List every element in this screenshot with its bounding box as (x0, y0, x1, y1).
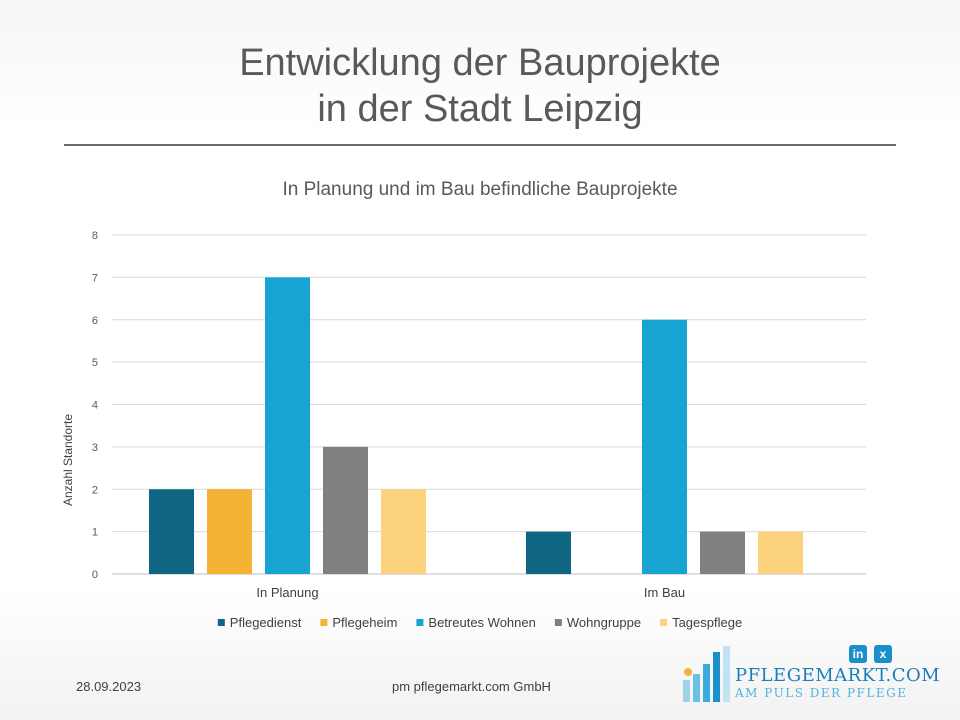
bars (149, 277, 803, 574)
legend-label: Tagespflege (672, 615, 742, 630)
y-tick-label: 0 (92, 569, 98, 581)
legend-item: Wohngruppe (554, 615, 641, 630)
logo-tagline: AM PULS DER PFLEGE (735, 686, 908, 700)
y-tick-label: 5 (92, 357, 98, 369)
slide-title: Entwicklung der Bauprojekte in der Stadt… (0, 40, 960, 132)
xing-icon[interactable]: x (874, 645, 892, 663)
y-tick-label: 4 (92, 400, 98, 412)
bar-pflegedienst (526, 531, 571, 574)
chart-title: In Planung und im Bau befindliche Baupro… (282, 179, 677, 200)
legend-item: Pflegedienst (217, 615, 302, 630)
legend-swatch (660, 619, 668, 626)
legend-swatch (416, 619, 424, 626)
legend-label: Pflegedienst (230, 615, 302, 630)
bar-chart: In Planung und im Bau befindliche Baupro… (61, 179, 866, 630)
y-tick-label: 1 (92, 527, 98, 539)
bar-tagespflege (758, 531, 803, 574)
y-tick-label: 7 (92, 272, 98, 284)
slide-title-line-1: Entwicklung der Bauprojekte (239, 42, 721, 84)
y-tick-label: 2 (92, 484, 98, 496)
bar-pflegeheim (207, 489, 252, 574)
linkedin-icon[interactable]: in (849, 645, 867, 663)
legend: Pflegedienst Pflegeheim Betreutes Wohnen Wo… (217, 615, 742, 630)
legend-swatch (320, 619, 328, 626)
legend-item: Pflegeheim (320, 615, 397, 630)
legend-label: Pflegeheim (332, 615, 397, 630)
x-axis-labels: In Planung Im Bau (256, 585, 685, 600)
y-axis-label: Anzahl Standorte (61, 414, 75, 506)
legend-item: Tagespflege (660, 615, 742, 630)
footer-date: 28.09.2023 (76, 679, 142, 694)
slide-title-line-2: in der Stadt Leipzig (317, 88, 643, 130)
bar-pflegedienst (149, 489, 194, 574)
legend-swatch (554, 619, 562, 626)
legend-label: Betreutes Wohnen (428, 615, 535, 630)
footer-company: pm pflegemarkt.com GmbH (392, 679, 551, 694)
x-tick-label: Im Bau (644, 585, 685, 600)
legend-item: Betreutes Wohnen (416, 615, 536, 630)
bar-wohngruppe (323, 446, 368, 574)
legend-swatch (217, 619, 225, 626)
pflegemarkt-logo-icon (683, 646, 730, 702)
logo-wordmark: PFLEGEMARKT.COM (735, 665, 941, 686)
bar-betreutes-wohnen (265, 277, 310, 574)
y-tick-label: 3 (92, 442, 98, 454)
bar-wohngruppe (700, 531, 745, 574)
bar-tagespflege (381, 489, 426, 574)
title-divider (64, 144, 896, 146)
bar-betreutes-wohnen (642, 319, 687, 574)
x-tick-label: In Planung (256, 585, 318, 600)
y-tick-label: 6 (92, 315, 98, 327)
legend-label: Wohngruppe (567, 615, 641, 630)
y-tick-label: 8 (92, 230, 98, 242)
